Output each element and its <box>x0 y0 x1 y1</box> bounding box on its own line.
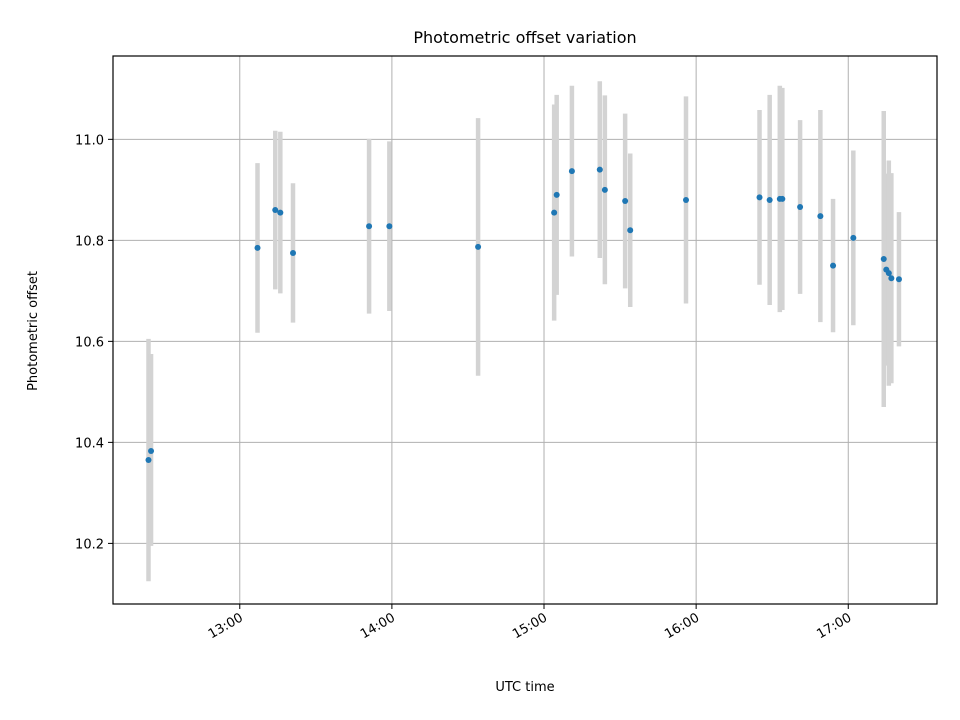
data-point <box>817 213 824 220</box>
data-point <box>568 168 575 175</box>
data-point <box>475 243 482 250</box>
data-point <box>895 276 902 283</box>
data-point <box>756 194 763 201</box>
data-markers <box>145 166 902 464</box>
error-bars <box>146 81 902 582</box>
data-point <box>551 209 558 216</box>
x-axis-ticks: 13:00 14:00 15:00 16:00 17:00 <box>206 604 854 642</box>
y-tick-label: 10.8 <box>75 234 104 249</box>
data-point <box>779 195 786 202</box>
y-axis-label: Photometric offset <box>26 271 41 391</box>
data-point <box>366 223 373 230</box>
data-point <box>622 197 629 204</box>
plot-frame <box>112 55 938 605</box>
x-tick-label: 17:00 <box>814 610 854 642</box>
y-tick-label: 10.4 <box>75 436 104 451</box>
data-point <box>277 209 284 216</box>
x-tick-label: 15:00 <box>510 610 550 642</box>
data-point <box>601 186 608 193</box>
data-point <box>880 256 887 263</box>
x-tick-label: 16:00 <box>662 610 702 642</box>
data-point <box>627 227 634 234</box>
data-point <box>148 447 155 454</box>
data-point <box>766 196 773 203</box>
data-point <box>888 275 895 282</box>
x-axis-label: UTC time <box>495 680 554 695</box>
y-tick-label: 10.6 <box>75 335 104 350</box>
data-point <box>830 262 837 269</box>
data-point <box>850 234 857 241</box>
data-point <box>797 204 804 211</box>
y-tick-label: 10.2 <box>75 537 104 552</box>
y-axis-ticks: 10.2 10.4 10.6 10.8 11.0 <box>75 133 113 552</box>
data-point <box>596 166 603 173</box>
data-point <box>553 191 560 198</box>
x-tick-label: 13:00 <box>206 610 246 642</box>
data-point <box>885 270 892 277</box>
x-tick-label: 14:00 <box>358 610 398 642</box>
chart-title: Photometric offset variation <box>413 28 636 47</box>
data-point <box>290 249 297 256</box>
data-point <box>254 244 261 251</box>
data-point <box>682 196 689 203</box>
data-point <box>386 223 393 230</box>
grid-lines <box>113 56 937 604</box>
data-point <box>272 207 279 214</box>
data-point <box>145 457 152 464</box>
y-tick-label: 11.0 <box>75 133 104 148</box>
